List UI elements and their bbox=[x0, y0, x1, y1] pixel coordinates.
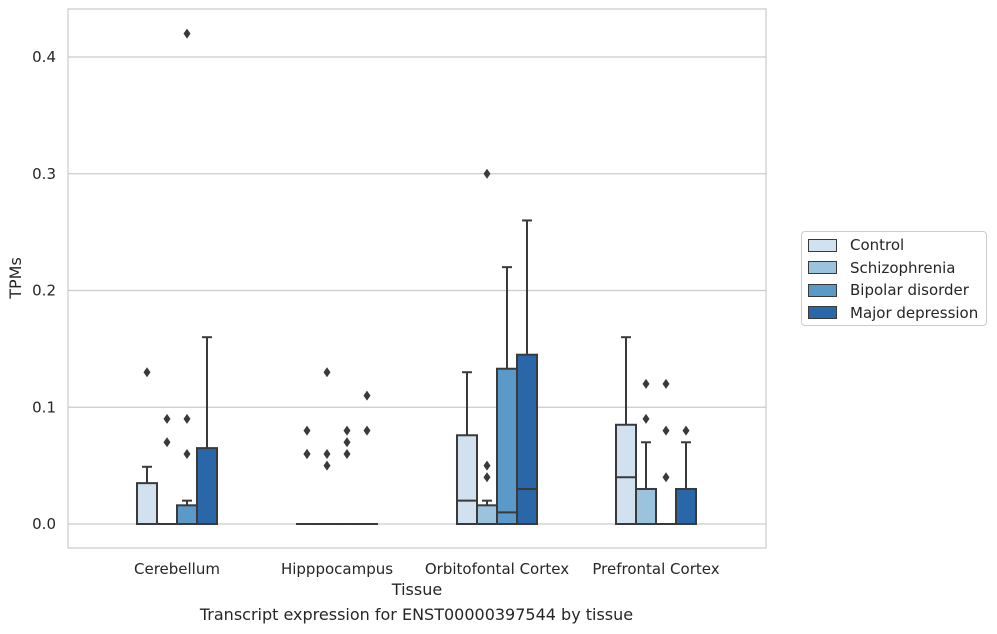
outlier-marker bbox=[183, 28, 191, 39]
legend-label: Major depression bbox=[850, 303, 979, 322]
box-group bbox=[456, 371, 478, 525]
outlier-marker bbox=[483, 460, 491, 471]
outlier-marker bbox=[163, 437, 171, 448]
outlier-marker bbox=[163, 413, 171, 424]
legend-item: Schizophrenia bbox=[808, 258, 955, 278]
outlier-marker bbox=[323, 367, 331, 378]
chart-title: Transcript expression for ENST0000039754… bbox=[199, 605, 634, 624]
y-tick-labels: 0.0 0.1 0.2 0.3 0.4 bbox=[32, 48, 56, 533]
box-group bbox=[615, 336, 637, 526]
y-tick-label: 0.1 bbox=[32, 398, 56, 416]
box bbox=[635, 487, 657, 526]
legend: Control Schizophrenia Bipolar disorder Majo… bbox=[801, 231, 987, 326]
box-group bbox=[675, 425, 697, 526]
box bbox=[196, 447, 218, 525]
legend-swatch bbox=[808, 306, 837, 319]
outlier-marker bbox=[682, 425, 690, 436]
y-tick-label: 0.4 bbox=[32, 48, 56, 66]
box-group bbox=[196, 336, 218, 525]
legend-item: Control bbox=[808, 235, 904, 255]
outlier-marker bbox=[343, 448, 351, 459]
outlier-marker bbox=[343, 437, 351, 448]
outlier-marker bbox=[363, 425, 371, 436]
y-tick-label: 0.2 bbox=[32, 282, 56, 300]
box bbox=[675, 487, 697, 526]
plot-area bbox=[67, 8, 767, 549]
x-tick-label: Prefrontal Cortex bbox=[592, 560, 719, 578]
x-axis-label: Tissue bbox=[391, 580, 442, 599]
box-group bbox=[136, 367, 158, 526]
legend-label: Bipolar disorder bbox=[850, 281, 969, 299]
outlier-marker bbox=[483, 168, 491, 179]
box bbox=[476, 504, 498, 526]
outlier-marker bbox=[303, 425, 311, 436]
box-group bbox=[176, 28, 198, 526]
legend-item: Major depression bbox=[808, 303, 978, 323]
legend-swatch bbox=[808, 283, 837, 297]
box bbox=[496, 367, 518, 525]
legend-swatch bbox=[808, 238, 837, 252]
x-tick-label: Hipppocampus bbox=[281, 560, 393, 578]
box-group bbox=[356, 390, 378, 526]
legend-swatch bbox=[808, 261, 837, 274]
outlier-marker bbox=[323, 460, 331, 471]
outlier-marker bbox=[323, 448, 331, 459]
box bbox=[516, 353, 538, 525]
box bbox=[136, 482, 158, 526]
legend-item: Bipolar disorder bbox=[808, 280, 969, 300]
outlier-marker bbox=[143, 367, 151, 378]
outlier-marker bbox=[363, 390, 371, 401]
legend-label: Control bbox=[850, 236, 905, 254]
box-group bbox=[156, 413, 178, 526]
y-tick-label: 0.3 bbox=[32, 165, 56, 183]
outlier-marker bbox=[662, 425, 670, 436]
outlier-marker bbox=[662, 472, 670, 483]
y-axis-label: TPMs bbox=[6, 257, 25, 300]
boxes-layer bbox=[136, 28, 697, 526]
box bbox=[176, 504, 198, 526]
box-group bbox=[316, 367, 338, 526]
outlier-marker bbox=[183, 448, 191, 459]
outlier-marker bbox=[662, 378, 670, 389]
outlier-marker bbox=[642, 378, 650, 389]
box-group bbox=[296, 425, 318, 526]
box-group bbox=[635, 378, 657, 526]
box bbox=[615, 423, 637, 526]
box-group bbox=[476, 168, 498, 526]
outlier-marker bbox=[303, 448, 311, 459]
y-tick-label: 0.0 bbox=[32, 515, 56, 533]
box bbox=[456, 434, 478, 525]
x-tick-label: Cerebellum bbox=[134, 560, 220, 578]
outlier-marker bbox=[483, 472, 491, 483]
outlier-marker bbox=[642, 413, 650, 424]
box-group bbox=[516, 219, 538, 525]
outlier-marker bbox=[343, 425, 351, 436]
x-tick-label: Orbitofontal Cortex bbox=[425, 560, 569, 578]
legend-label: Schizophrenia bbox=[850, 258, 956, 277]
outlier-marker bbox=[183, 413, 191, 424]
x-tick-labels: Cerebellum Hipppocampus Orbitofontal Corte… bbox=[134, 560, 720, 578]
